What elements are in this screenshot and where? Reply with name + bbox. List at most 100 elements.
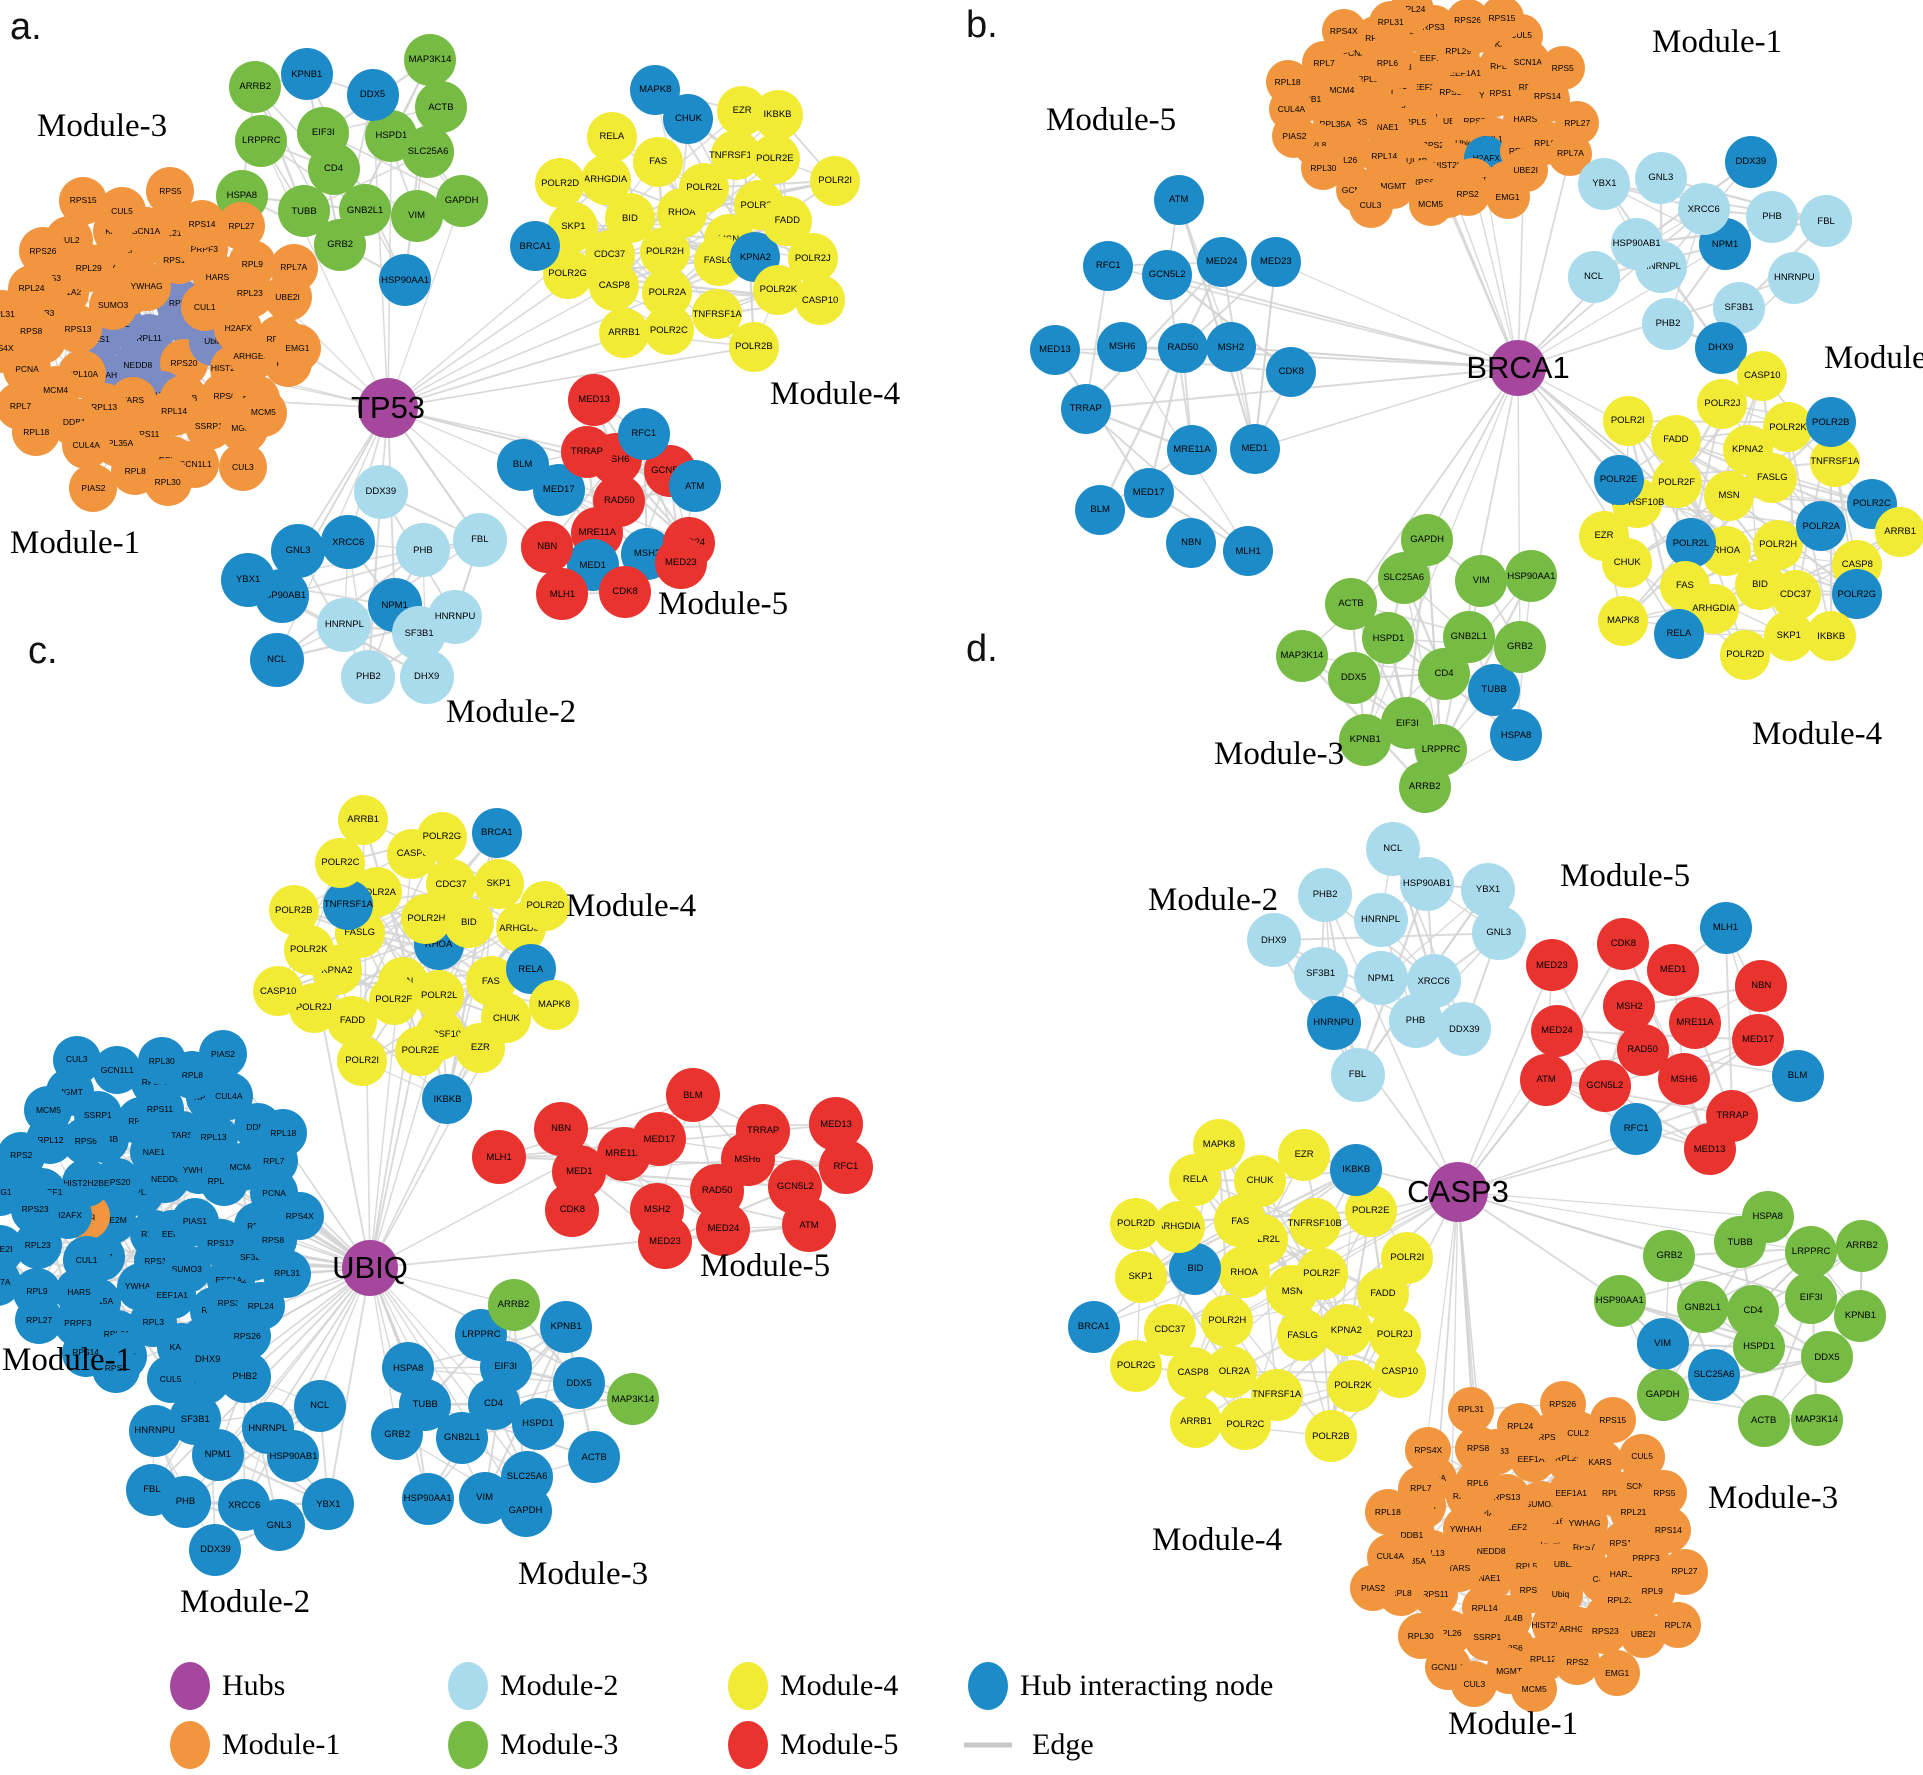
node-RPL7A[interactable]: RPL7A [269,243,318,292]
node-IKBKB[interactable]: IKBKB [1806,611,1857,662]
node-KPNA2[interactable]: KPNA2 [1320,1304,1373,1357]
node-RPL24[interactable]: RPL24 [1497,1403,1544,1450]
node-PHB2[interactable]: PHB2 [1298,867,1353,922]
node-MAP3K14[interactable]: MAP3K14 [404,33,457,86]
node-HSP90AB1[interactable]: HSP90AB1 [1610,217,1663,270]
node-MAP3K14[interactable]: MAP3K14 [1790,1393,1843,1446]
node-DDX5[interactable]: DDX5 [553,1357,606,1410]
node-RPS5[interactable]: RPS5 [1540,46,1585,91]
node-POLR2K[interactable]: POLR2K [1326,1359,1379,1412]
node-ATM[interactable]: ATM [1520,1053,1573,1106]
node-POLR2H[interactable]: POLR2H [1201,1295,1254,1348]
node-MCM5[interactable]: MCM5 [1408,182,1453,226]
node-BLM[interactable]: BLM [496,438,549,491]
node-ATM[interactable]: ATM [782,1198,837,1253]
node-GCN5L2[interactable]: GCN5L2 [1142,249,1193,300]
node-IKBKB[interactable]: IKBKB [422,1074,473,1125]
node-CDK8[interactable]: CDK8 [599,566,652,618]
node-SF3B1[interactable]: SF3B1 [1293,946,1348,1001]
hub-CASP3[interactable]: CASP3 [1407,1162,1509,1222]
node-ARHGDIA[interactable]: ARHGDIA [580,154,631,205]
node-SLC25A6[interactable]: SLC25A6 [1688,1348,1741,1401]
node-POLR2E[interactable]: POLR2E [395,1026,446,1077]
node-BLM[interactable]: BLM [1075,485,1126,536]
node-RPL7A[interactable]: RPL7A [1655,1602,1702,1649]
node-ATM[interactable]: ATM [1153,174,1204,225]
node-RPL18[interactable]: RPL18 [259,1109,308,1158]
node-YBX1[interactable]: YBX1 [221,553,276,608]
node-MED23[interactable]: MED23 [1250,236,1301,287]
node-SKP1[interactable]: SKP1 [1114,1250,1167,1303]
node-RPS26[interactable]: RPS26 [18,227,67,276]
node-BLM[interactable]: BLM [1771,1049,1824,1102]
hub-BRCA1[interactable]: BRCA1 [1466,340,1570,396]
node-HSPA8[interactable]: HSPA8 [1490,709,1543,762]
node-GNB2L1[interactable]: GNB2L1 [1676,1281,1729,1334]
node-RPS4X[interactable]: RPS4X [275,1191,324,1240]
node-TNFRSF1A[interactable]: TNFRSF1A [323,880,374,931]
node-RPL18[interactable]: RPL18 [12,408,61,456]
node-EMG1[interactable]: EMG1 [0,1168,24,1217]
node-MED17[interactable]: MED17 [1123,467,1174,518]
node-POLR2I[interactable]: POLR2I [810,155,861,206]
node-EZR[interactable]: EZR [455,1022,506,1073]
node-CASP8[interactable]: CASP8 [1167,1346,1220,1399]
node-CUL3[interactable]: CUL3 [52,1035,101,1084]
node-XRCC6[interactable]: XRCC6 [1677,183,1730,236]
node-GNL3[interactable]: GNL3 [253,1499,306,1552]
node-GNB2L1[interactable]: GNB2L1 [1442,610,1495,663]
node-MLH1[interactable]: MLH1 [1223,526,1274,577]
node-MLH1[interactable]: MLH1 [536,568,589,621]
node-RPL18[interactable]: RPL18 [1364,1489,1411,1535]
node-ARRB1[interactable]: ARRB1 [1875,506,1923,557]
node-RPL7A[interactable]: RPL7A [0,1258,22,1307]
node-POLR2A[interactable]: POLR2A [1796,501,1847,552]
node-MCM5[interactable]: MCM5 [239,388,288,437]
node-TRRAP[interactable]: TRRAP [560,425,613,478]
node-RPL31[interactable]: RPL31 [1368,0,1413,45]
node-RPS15[interactable]: RPS15 [1589,1397,1636,1444]
node-CHUK[interactable]: CHUK [1234,1154,1287,1207]
node-HSP90AA1[interactable]: HSP90AA1 [1505,550,1558,603]
node-POLR2J[interactable]: POLR2J [1697,379,1748,430]
node-POLR2D[interactable]: POLR2D [1720,629,1771,680]
node-MED23[interactable]: MED23 [654,536,707,589]
node-POLR2D[interactable]: POLR2D [1110,1197,1162,1250]
node-ACTB[interactable]: ACTB [568,1431,621,1484]
node-RFC1[interactable]: RFC1 [617,407,670,460]
node-TNFRSF10B[interactable]: TNFRSF10B [1287,1197,1342,1250]
node-RPL27[interactable]: RPL27 [217,202,266,251]
node-MSH6[interactable]: MSH6 [1657,1053,1710,1106]
node-HNRNPU[interactable]: HNRNPU [1306,995,1361,1050]
node-MED23[interactable]: MED23 [638,1214,692,1269]
node-YBX1[interactable]: YBX1 [1578,158,1631,210]
node-MED17[interactable]: MED17 [632,1112,687,1167]
node-PHB[interactable]: PHB [1746,190,1799,243]
node-ARRB1[interactable]: ARRB1 [338,794,389,845]
node-RPL30[interactable]: RPL30 [1397,1612,1444,1659]
node-RPL30[interactable]: RPL30 [137,1037,186,1086]
node-GAPDH[interactable]: GAPDH [435,174,488,227]
node-MED13[interactable]: MED13 [809,1097,864,1152]
node-GAPDH[interactable]: GAPDH [1636,1369,1689,1422]
node-MED24[interactable]: MED24 [1530,1004,1583,1057]
node-TRRAP[interactable]: TRRAP [736,1103,791,1158]
node-HNRNPL[interactable]: HNRNPL [1353,892,1408,947]
node-CASP10[interactable]: CASP10 [1737,350,1788,401]
node-DDX39[interactable]: DDX39 [189,1523,242,1576]
node-NPM1[interactable]: NPM1 [1353,951,1408,1006]
node-SKP1[interactable]: SKP1 [1763,610,1814,661]
node-YBX1[interactable]: YBX1 [1461,862,1516,917]
node-MLH1[interactable]: MLH1 [472,1130,527,1185]
node-CASP10[interactable]: CASP10 [795,275,846,326]
node-CDK8[interactable]: CDK8 [545,1182,600,1237]
node-RPS5[interactable]: RPS5 [1641,1470,1688,1517]
node-CASP10[interactable]: CASP10 [253,966,304,1017]
node-PHB2[interactable]: PHB2 [1641,297,1694,350]
node-CUL3[interactable]: CUL3 [1451,1660,1498,1707]
node-RPS2[interactable]: RPS2 [1554,1639,1601,1686]
node-FADD[interactable]: FADD [1650,414,1701,465]
node-POLR2K[interactable]: POLR2K [1763,402,1814,453]
node-LRPPRC[interactable]: LRPPRC [1785,1225,1838,1278]
node-EIF3I[interactable]: EIF3I [1785,1272,1838,1325]
